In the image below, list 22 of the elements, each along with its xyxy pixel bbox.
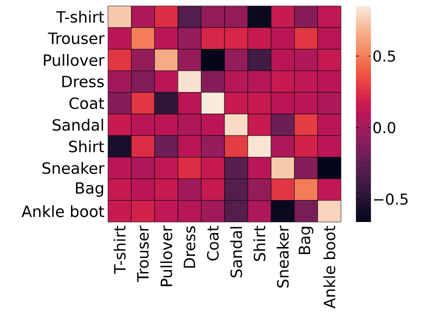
y-tick-label: Bag bbox=[76, 182, 104, 197]
x-tick-label: Shirt bbox=[253, 226, 266, 261]
x-tick-label: Sandal bbox=[230, 226, 242, 278]
x-tick-label: Coat bbox=[206, 226, 219, 261]
y-tick-label: Ankle boot bbox=[22, 205, 104, 218]
color-bar-label: −0.5 bbox=[374, 193, 408, 205]
y-tick-label: Sandal bbox=[52, 118, 104, 131]
color-bar-label: 0.0 bbox=[373, 122, 396, 134]
color-bar-label: 0.5 bbox=[373, 50, 395, 62]
y-tick-label: Coat bbox=[69, 97, 104, 110]
x-tick-label: Pullover bbox=[160, 226, 172, 286]
x-tick-label: Trouser bbox=[137, 226, 149, 282]
x-tick-label: Bag bbox=[298, 226, 314, 254]
y-tick-label: T-shirt bbox=[56, 10, 104, 23]
y-tick-label: Trouser bbox=[48, 32, 104, 44]
y-tick-label: Shirt bbox=[69, 140, 104, 152]
x-tick-label: Dress bbox=[184, 226, 196, 268]
y-tick-label: Pullover bbox=[44, 54, 104, 66]
x-tick-label: Ankle boot bbox=[323, 226, 336, 308]
y-tick-label: Sneaker bbox=[42, 162, 104, 174]
y-tick-label: Dress bbox=[62, 76, 104, 88]
x-tick-label: Sneaker bbox=[276, 226, 289, 288]
